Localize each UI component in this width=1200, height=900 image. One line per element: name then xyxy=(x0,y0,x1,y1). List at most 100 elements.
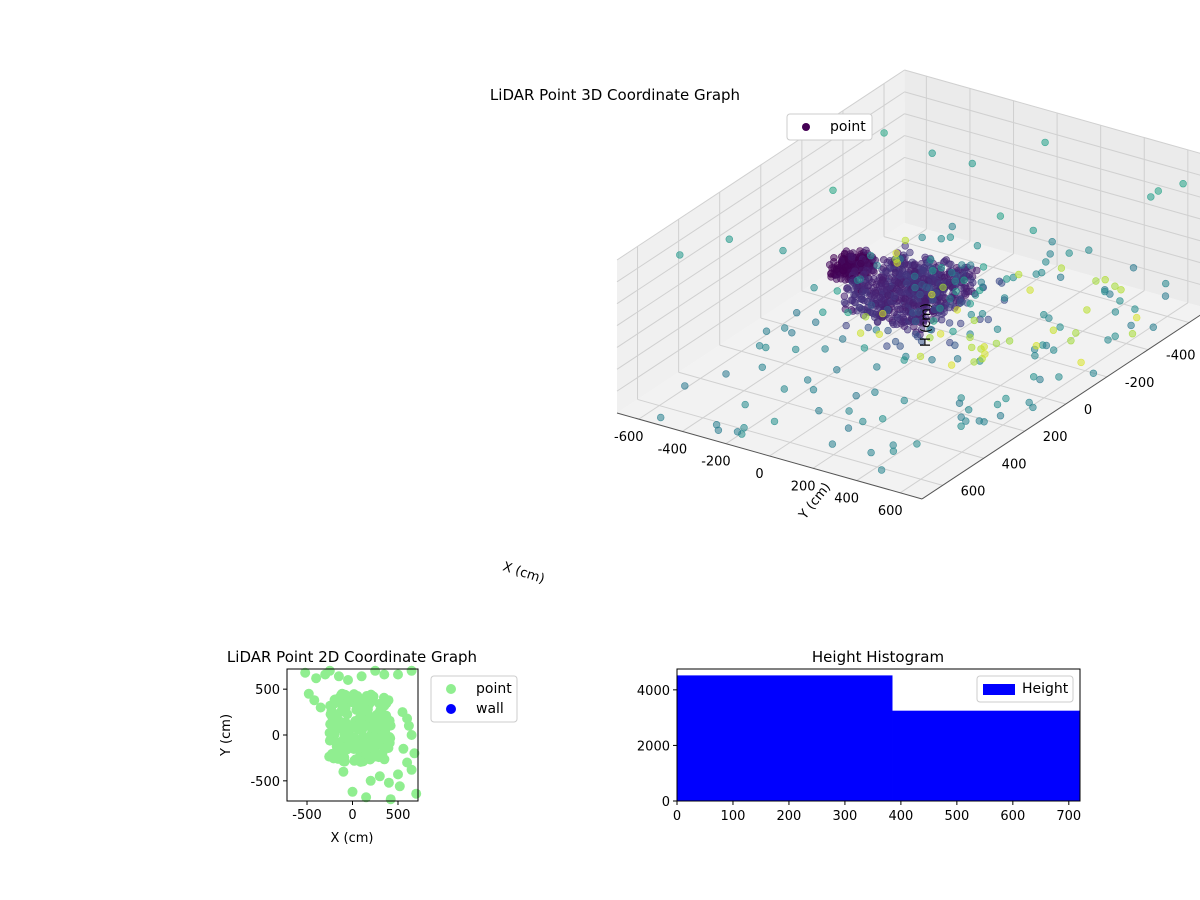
data-point-3d xyxy=(903,272,911,281)
data-point-3d xyxy=(830,254,838,262)
tick-label-y: 4000 xyxy=(637,684,670,699)
data-point-3d xyxy=(900,356,908,364)
tick-label-x: 700 xyxy=(1056,809,1081,824)
data-point-3d xyxy=(791,345,800,354)
data-point-2d xyxy=(379,700,390,711)
data-point-3d xyxy=(984,315,992,324)
data-point-3d xyxy=(971,291,980,299)
data-point-3d xyxy=(952,287,960,296)
data-point-2d xyxy=(354,713,365,724)
tick-label-x: -500 xyxy=(292,808,322,823)
chart-2d-title: LiDAR Point 2D Coordinate Graph xyxy=(227,648,477,666)
grid-x-floor xyxy=(856,290,1145,481)
data-point-3d xyxy=(992,339,1001,348)
data-point-3d xyxy=(970,316,978,325)
data-point-3d xyxy=(951,277,959,285)
chart-hist-ticks: 0 100 200 300 400 500 600 700 0 2000 4000 xyxy=(637,684,1081,824)
tick-label-x: 0 xyxy=(673,809,681,824)
data-point-3d xyxy=(1072,329,1080,337)
chart-3d: LiDAR Point 3D Coordinate Graph -600 -400… xyxy=(490,69,1200,587)
data-point-2d xyxy=(379,754,390,765)
data-point-3d xyxy=(1083,306,1091,314)
data-point-3d xyxy=(1154,187,1163,195)
data-point-3d xyxy=(828,264,836,272)
chart-2d: LiDAR Point 2D Coordinate Graph -500 0 500… xyxy=(219,648,518,846)
data-point-3d xyxy=(892,249,900,258)
data-point-2d xyxy=(358,705,369,716)
data-point-3d xyxy=(1117,286,1125,294)
data-point-3d xyxy=(1161,279,1170,288)
data-point-2d xyxy=(338,766,349,777)
data-point-3d xyxy=(681,382,689,390)
tick-label-x: 400 xyxy=(834,492,859,507)
data-point-2d xyxy=(402,757,413,768)
data-point-3d xyxy=(1106,290,1114,298)
data-point-2d xyxy=(370,749,380,760)
data-point-2d xyxy=(365,775,376,786)
tick-label-y: -400 xyxy=(1166,349,1196,364)
grid-x-floor xyxy=(899,302,1189,494)
data-point-3d xyxy=(821,345,829,353)
data-point-3d xyxy=(882,286,891,294)
grid-h-back xyxy=(904,200,1200,285)
data-point-3d xyxy=(911,317,920,326)
chart-hist-legend-swatch xyxy=(983,684,1015,695)
data-point-2d xyxy=(347,786,358,797)
data-point-2d xyxy=(349,755,360,766)
data-point-3d xyxy=(809,386,818,394)
data-point-2d xyxy=(311,673,322,684)
tick-label-x: 500 xyxy=(386,808,411,823)
data-point-2d xyxy=(315,702,326,713)
data-point-3d xyxy=(1149,323,1158,331)
data-point-3d xyxy=(993,400,1002,409)
data-point-3d xyxy=(855,303,864,312)
data-point-3d xyxy=(936,330,945,338)
data-point-3d xyxy=(896,342,904,350)
chart-3d-legend: point xyxy=(786,113,873,141)
data-point-3d xyxy=(815,407,823,415)
data-point-2d xyxy=(309,695,320,706)
data-point-3d xyxy=(890,292,898,301)
grid-h-side xyxy=(616,135,905,326)
tick-label-y: 0 xyxy=(662,795,670,810)
data-point-3d xyxy=(1077,358,1085,367)
chart-3d-zlabel: H (cm) xyxy=(919,303,934,347)
grid-h-back xyxy=(904,69,1200,154)
data-point-3d xyxy=(1104,336,1112,344)
data-point-2d xyxy=(385,720,396,731)
chart-3d-title: LiDAR Point 3D Coordinate Graph xyxy=(490,86,740,104)
data-point-3d xyxy=(811,318,820,326)
data-point-3d xyxy=(872,280,880,289)
chart-3d-legend-marker xyxy=(802,123,810,131)
data-point-3d xyxy=(1057,264,1066,272)
chart-2d-legend-marker-point xyxy=(446,684,456,694)
data-point-3d xyxy=(938,292,946,300)
data-point-3d xyxy=(762,343,770,352)
data-point-2d xyxy=(374,771,385,782)
data-point-3d xyxy=(733,428,742,436)
data-point-3d xyxy=(762,327,771,335)
data-point-2d xyxy=(393,669,403,680)
data-point-2d xyxy=(398,743,409,754)
data-point-3d xyxy=(725,235,733,243)
data-point-2d xyxy=(409,748,420,759)
data-point-2d xyxy=(393,769,403,780)
data-point-3d xyxy=(913,440,921,448)
data-point-3d xyxy=(996,412,1005,420)
tick-label-y: 600 xyxy=(961,484,986,499)
data-point-3d xyxy=(842,321,850,330)
data-point-2d xyxy=(348,722,359,733)
tick-label-x: 500 xyxy=(944,809,969,824)
histogram-bar xyxy=(677,675,893,801)
data-point-3d xyxy=(1002,275,1011,283)
data-point-3d xyxy=(1029,373,1038,381)
data-point-3d xyxy=(1056,273,1065,281)
data-point-3d xyxy=(828,440,837,448)
data-point-3d xyxy=(1131,305,1139,313)
data-point-3d xyxy=(891,337,900,346)
data-point-3d xyxy=(1111,308,1120,316)
data-point-3d xyxy=(922,283,930,291)
data-point-3d xyxy=(780,324,789,332)
data-point-3d xyxy=(1048,238,1056,246)
